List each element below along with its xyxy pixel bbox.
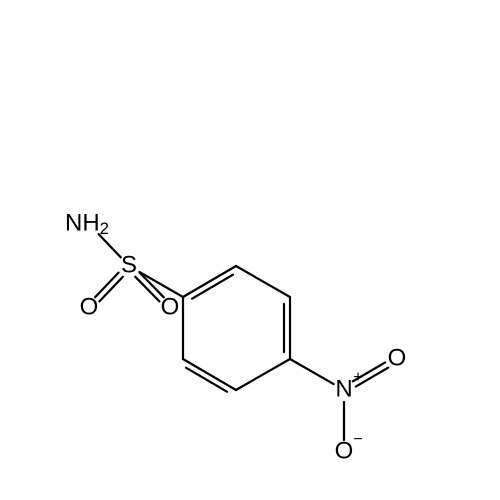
bond-c1-c2-outer bbox=[183, 266, 236, 297]
bond-c5-c6-inner bbox=[186, 368, 227, 392]
atom-o3: O bbox=[388, 344, 407, 371]
bond-c5-c6-outer bbox=[183, 359, 236, 390]
bond-c2-c3 bbox=[236, 266, 290, 297]
atom-n_am: NH2 bbox=[65, 209, 109, 238]
bond-c1-c2-inner bbox=[192, 275, 233, 299]
charge-o4: − bbox=[353, 431, 362, 448]
atom-o4: O bbox=[335, 437, 354, 464]
chemical-structure-diagram: { "type": "chemical-structure", "compoun… bbox=[0, 0, 500, 500]
charge-n_ni: + bbox=[353, 369, 362, 386]
atom-o2: O bbox=[161, 293, 180, 320]
atom-s: S bbox=[121, 251, 137, 278]
molecule-svg: SOONH2N+OO− bbox=[0, 0, 500, 500]
atom-n_ni: N bbox=[335, 375, 352, 402]
bond-c4-n_ni bbox=[290, 359, 334, 384]
atom-o1: O bbox=[80, 293, 99, 320]
bond-c4-c5 bbox=[236, 359, 290, 390]
